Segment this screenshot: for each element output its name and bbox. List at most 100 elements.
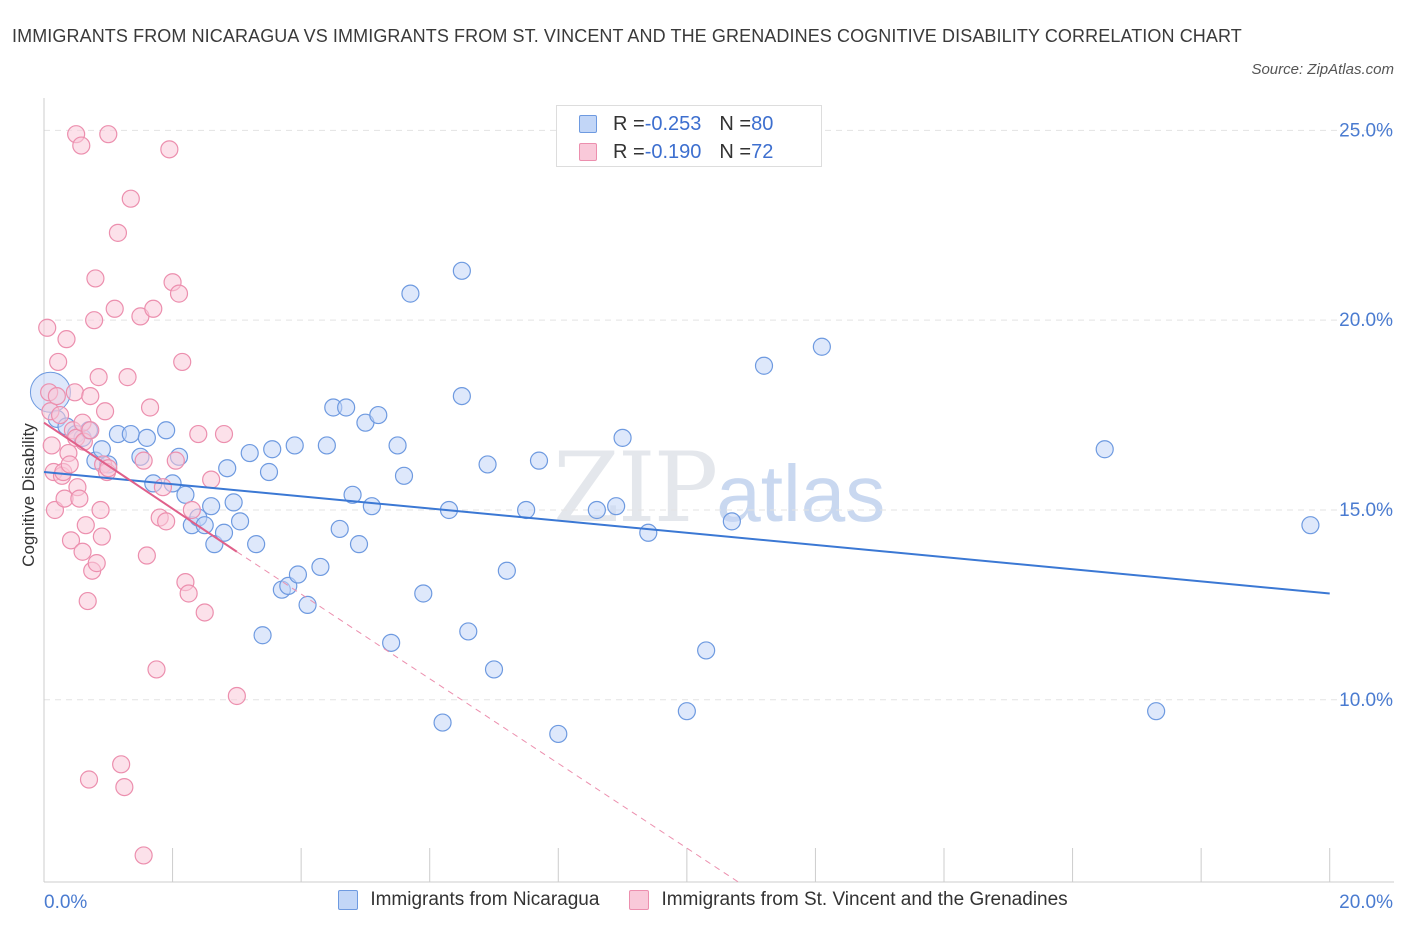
- series-nicaragua-points: [29, 261, 1320, 744]
- data-point: [157, 512, 176, 531]
- data-point: [140, 398, 160, 417]
- legend-item-nicaragua: Immigrants from Nicaragua: [338, 889, 599, 911]
- data-point: [92, 440, 111, 459]
- data-point: [230, 512, 250, 531]
- data-point: [70, 489, 89, 508]
- data-point: [144, 299, 163, 318]
- grid-lines: [44, 129, 1394, 701]
- x-tick-label: 20.0%: [1339, 892, 1393, 913]
- data-point: [137, 546, 156, 565]
- data-point: [50, 405, 70, 425]
- legend-row-st-vincent: R = -0.190 N = 72: [579, 139, 773, 165]
- trend-line-st-vincent-extension: [236, 551, 739, 883]
- data-point: [484, 660, 504, 679]
- data-point: [549, 724, 568, 744]
- data-point: [38, 318, 57, 337]
- data-point: [812, 337, 831, 356]
- data-point: [247, 535, 266, 554]
- data-point: [388, 436, 407, 455]
- data-point: [639, 523, 658, 542]
- data-point: [311, 557, 330, 577]
- data-point: [697, 641, 716, 660]
- data-point: [195, 603, 214, 622]
- data-point: [179, 584, 198, 603]
- y-axis-label: Cognitive Disability: [19, 423, 38, 567]
- data-point: [134, 451, 153, 470]
- y-tick-label: 25.0%: [1339, 120, 1393, 141]
- data-point: [61, 531, 81, 550]
- data-point: [214, 424, 234, 444]
- axes: [43, 98, 1394, 883]
- data-point: [587, 500, 606, 520]
- data-point: [497, 561, 516, 580]
- legend-swatch-pink: [579, 143, 597, 161]
- data-point: [169, 284, 189, 303]
- data-point: [153, 478, 173, 497]
- chart-source: Source: ZipAtlas.com: [1251, 61, 1394, 78]
- data-point: [722, 512, 741, 531]
- legend-row-nicaragua: R = -0.253 N = 80: [579, 111, 773, 137]
- data-point: [73, 542, 92, 561]
- data-point: [91, 500, 110, 520]
- data-point: [115, 777, 134, 797]
- data-point: [227, 686, 246, 706]
- data-point: [452, 386, 471, 406]
- data-point: [95, 402, 115, 421]
- data-point: [112, 755, 131, 774]
- data-point: [218, 459, 237, 478]
- data-point: [529, 451, 549, 470]
- data-point: [118, 368, 137, 387]
- series-legend: Immigrants from Nicaragua Immigrants fro…: [0, 889, 1406, 911]
- data-point: [259, 462, 279, 482]
- watermark: ZIPatlas: [553, 432, 885, 544]
- legend-r-value: -0.253: [644, 112, 702, 135]
- data-point: [87, 554, 106, 573]
- data-point: [337, 398, 356, 417]
- data-point: [452, 261, 471, 280]
- data-point: [173, 352, 192, 372]
- data-point: [362, 497, 381, 516]
- data-point: [285, 436, 304, 455]
- data-point: [147, 660, 166, 679]
- data-point: [1095, 440, 1114, 459]
- data-point: [160, 140, 179, 159]
- data-point: [81, 421, 100, 440]
- data-point: [288, 565, 308, 584]
- legend-swatch-pink: [629, 890, 650, 910]
- legend-n-value: 72: [751, 140, 774, 163]
- data-point: [382, 633, 401, 652]
- data-point: [89, 368, 108, 387]
- data-point: [330, 519, 349, 539]
- legend-r-label: R =: [613, 112, 645, 135]
- data-point: [65, 383, 84, 402]
- data-point: [137, 428, 156, 447]
- data-point: [189, 424, 208, 444]
- data-point: [401, 284, 420, 303]
- data-point: [677, 702, 696, 721]
- legend-label-st-vincent: Immigrants from St. Vincent and the Gren…: [661, 889, 1068, 910]
- legend-label-nicaragua: Immigrants from Nicaragua: [370, 889, 600, 910]
- data-point: [214, 523, 234, 542]
- data-point: [317, 436, 336, 455]
- watermark-atlas: atlas: [716, 449, 886, 538]
- data-point: [433, 713, 452, 732]
- data-point: [414, 584, 433, 603]
- data-point: [369, 405, 388, 425]
- watermark-zip: ZIP: [553, 432, 718, 544]
- data-point: [57, 330, 76, 349]
- trend-line-nicaragua: [43, 471, 1330, 595]
- legend-item-st-vincent: Immigrants from St. Vincent and the Gren…: [629, 889, 1068, 911]
- data-point: [157, 421, 176, 440]
- legend-swatch-blue: [579, 115, 597, 133]
- data-point: [349, 535, 369, 554]
- data-point: [394, 466, 414, 485]
- data-point: [42, 436, 61, 455]
- data-point: [78, 591, 97, 611]
- data-point: [754, 356, 774, 375]
- data-point: [99, 125, 118, 144]
- data-point: [134, 846, 153, 865]
- data-point: [343, 485, 362, 504]
- legend-n-value: 80: [751, 112, 774, 135]
- data-point: [478, 455, 497, 474]
